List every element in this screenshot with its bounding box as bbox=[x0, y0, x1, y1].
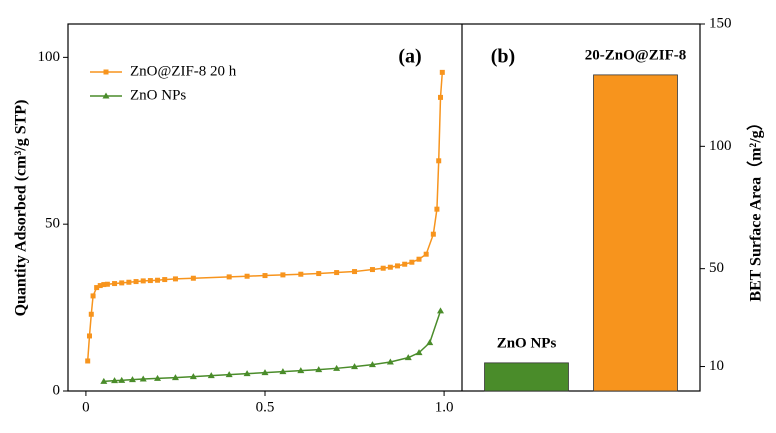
y-tick-label: 50 bbox=[45, 216, 60, 232]
x-tick-label: 1.0 bbox=[435, 399, 454, 415]
marker bbox=[352, 269, 358, 275]
marker bbox=[162, 277, 168, 283]
legend-label: ZnO@ZIF-8 20 h bbox=[130, 63, 237, 79]
marker bbox=[333, 364, 341, 371]
marker bbox=[439, 69, 445, 75]
marker bbox=[438, 94, 444, 100]
y-axis-label: Quantity Adsorbed (cm³/g STP) bbox=[13, 100, 30, 317]
marker bbox=[426, 339, 434, 346]
y-tick-label: 150 bbox=[709, 15, 732, 31]
marker bbox=[171, 374, 179, 381]
marker bbox=[111, 377, 119, 384]
marker bbox=[154, 374, 162, 381]
marker bbox=[207, 372, 215, 379]
marker bbox=[404, 354, 412, 361]
marker bbox=[436, 158, 442, 164]
bar-label: ZnO NPs bbox=[497, 335, 557, 351]
y-axis-label: BET Surface Area（m²/g） bbox=[747, 114, 765, 301]
bar bbox=[484, 362, 569, 392]
y-tick-label: 100 bbox=[38, 49, 61, 65]
marker bbox=[409, 259, 415, 265]
marker bbox=[387, 264, 393, 270]
marker bbox=[86, 333, 92, 339]
marker bbox=[386, 358, 394, 365]
marker bbox=[351, 363, 359, 370]
marker bbox=[90, 293, 96, 299]
marker bbox=[434, 206, 440, 212]
marker bbox=[226, 274, 232, 280]
marker bbox=[297, 367, 305, 374]
marker bbox=[244, 273, 250, 279]
marker bbox=[315, 366, 323, 373]
marker bbox=[172, 276, 178, 282]
marker bbox=[298, 271, 304, 277]
marker bbox=[88, 311, 94, 317]
marker bbox=[243, 370, 251, 377]
marker bbox=[147, 278, 153, 284]
marker bbox=[133, 279, 139, 285]
marker bbox=[279, 368, 287, 375]
series-line bbox=[86, 72, 444, 362]
marker bbox=[101, 282, 107, 288]
marker bbox=[118, 376, 126, 383]
marker bbox=[139, 375, 147, 382]
marker bbox=[423, 251, 429, 257]
frame bbox=[67, 23, 701, 392]
marker bbox=[189, 373, 197, 380]
y-tick-label: 50 bbox=[709, 260, 724, 276]
y-tick-label: 100 bbox=[709, 138, 732, 154]
panel-label: (b) bbox=[491, 46, 515, 68]
legend-marker bbox=[103, 69, 109, 75]
marker bbox=[85, 358, 91, 364]
y-tick-label: 10 bbox=[709, 358, 724, 374]
marker bbox=[368, 361, 376, 368]
marker bbox=[380, 265, 386, 271]
x-tick-label: 0 bbox=[82, 399, 90, 415]
marker bbox=[190, 275, 196, 281]
x-tick-label: 0.5 bbox=[256, 399, 275, 415]
marker bbox=[112, 281, 118, 287]
marker bbox=[415, 349, 423, 356]
marker bbox=[104, 281, 110, 287]
marker bbox=[94, 285, 100, 291]
marker bbox=[155, 277, 161, 283]
bar-label: 20-ZnO@ZIF-8 bbox=[585, 47, 686, 63]
marker bbox=[126, 279, 132, 285]
legend-label: ZnO NPs bbox=[130, 87, 186, 103]
marker bbox=[140, 278, 146, 284]
marker bbox=[334, 270, 340, 276]
marker bbox=[395, 263, 401, 269]
marker bbox=[100, 377, 108, 384]
panel-label: (a) bbox=[398, 46, 421, 68]
marker bbox=[97, 283, 103, 289]
marker bbox=[261, 369, 269, 376]
marker bbox=[416, 256, 422, 262]
marker bbox=[262, 273, 268, 279]
series-line bbox=[103, 310, 442, 383]
y-tick-label: 0 bbox=[53, 382, 61, 398]
marker bbox=[119, 280, 125, 286]
marker bbox=[225, 371, 233, 378]
marker bbox=[430, 231, 436, 237]
legend-marker bbox=[102, 92, 110, 99]
marker bbox=[402, 261, 408, 267]
marker bbox=[280, 272, 286, 278]
marker bbox=[316, 271, 322, 277]
marker bbox=[369, 267, 375, 273]
marker bbox=[128, 376, 136, 383]
bar bbox=[593, 74, 678, 392]
marker bbox=[437, 307, 445, 314]
